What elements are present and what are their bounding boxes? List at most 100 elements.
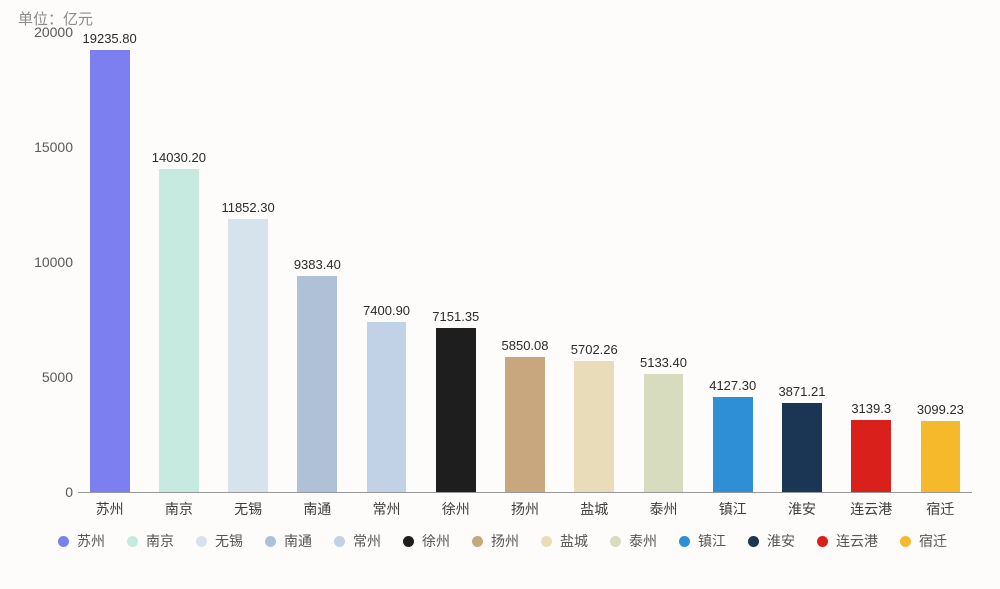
legend-label: 无锡: [215, 531, 243, 551]
bar-rect: [782, 403, 822, 492]
legend: 苏州 南京 无锡 南通 常州 徐州 扬州 盐城 泰州 镇江 淮安 连云港 宿迁: [58, 531, 972, 551]
legend-item: 南京: [127, 531, 174, 551]
legend-label: 镇江: [698, 531, 726, 551]
bars-group: 19235.80 14030.20 11852.30 9383.40 7400.90 71…: [78, 33, 972, 492]
x-category-label: 南京: [151, 499, 206, 519]
legend-label: 南京: [146, 531, 174, 551]
bar-rect: [713, 397, 753, 492]
bar-rect: [159, 169, 199, 492]
legend-dot-icon: [748, 536, 759, 547]
x-category-label: 常州: [359, 499, 414, 519]
y-tick-label: 20000: [18, 24, 73, 40]
legend-label: 常州: [353, 531, 381, 551]
legend-dot-icon: [610, 536, 621, 547]
legend-item: 泰州: [610, 531, 657, 551]
x-category-label: 苏州: [82, 499, 137, 519]
legend-label: 淮安: [767, 531, 795, 551]
bar-column: 14030.20: [151, 150, 206, 492]
bar-rect: [921, 421, 961, 492]
legend-dot-icon: [196, 536, 207, 547]
bar-value-label: 3139.3: [851, 401, 891, 416]
bar-value-label: 7151.35: [432, 309, 479, 324]
legend-label: 连云港: [836, 531, 878, 551]
legend-label: 泰州: [629, 531, 657, 551]
legend-dot-icon: [541, 536, 552, 547]
bar-rect: [90, 50, 130, 492]
bar-column: 11852.30: [220, 200, 275, 492]
y-tick-label: 5000: [18, 369, 73, 385]
bar-value-label: 9383.40: [294, 257, 341, 272]
legend-item: 镇江: [679, 531, 726, 551]
bar-column: 5850.08: [497, 338, 552, 492]
bar-rect: [644, 374, 684, 492]
x-category-label: 镇江: [705, 499, 760, 519]
bar-value-label: 5133.40: [640, 355, 687, 370]
legend-label: 苏州: [77, 531, 105, 551]
legend-dot-icon: [679, 536, 690, 547]
bar-value-label: 3099.23: [917, 402, 964, 417]
bar-rect: [851, 420, 891, 492]
x-category-label: 连云港: [844, 499, 899, 519]
legend-label: 徐州: [422, 531, 450, 551]
bar-column: 3099.23: [913, 402, 968, 492]
legend-item: 南通: [265, 531, 312, 551]
x-category-label: 宿迁: [913, 499, 968, 519]
legend-item: 盐城: [541, 531, 588, 551]
bar-rect: [505, 357, 545, 492]
plot-area: 19235.80 14030.20 11852.30 9383.40 7400.90 71…: [78, 33, 972, 493]
legend-label: 宿迁: [919, 531, 947, 551]
bar-rect: [367, 322, 407, 492]
x-category-label: 南通: [290, 499, 345, 519]
x-category-label: 扬州: [497, 499, 552, 519]
x-category-label: 泰州: [636, 499, 691, 519]
chart-container: 单位：亿元 19235.80 14030.20 11852.30 9383.40 740…: [0, 0, 1000, 589]
bar-value-label: 7400.90: [363, 303, 410, 318]
x-category-label: 盐城: [567, 499, 622, 519]
bar-value-label: 19235.80: [83, 31, 137, 46]
bar-column: 7400.90: [359, 303, 414, 492]
legend-item: 宿迁: [900, 531, 947, 551]
bar-column: 3871.21: [774, 384, 829, 492]
bar-rect: [436, 328, 476, 492]
legend-item: 徐州: [403, 531, 450, 551]
legend-label: 扬州: [491, 531, 519, 551]
legend-dot-icon: [900, 536, 911, 547]
legend-dot-icon: [265, 536, 276, 547]
bar-column: 5133.40: [636, 355, 691, 492]
x-axis-labels: 苏州南京无锡南通常州徐州扬州盐城泰州镇江淮安连云港宿迁: [78, 499, 972, 519]
bar-value-label: 5702.26: [571, 342, 618, 357]
legend-dot-icon: [817, 536, 828, 547]
x-category-label: 徐州: [428, 499, 483, 519]
bar-value-label: 4127.30: [709, 378, 756, 393]
unit-label: 单位：亿元: [18, 8, 982, 29]
bar-value-label: 11852.30: [221, 200, 274, 215]
bar-rect: [574, 361, 614, 492]
bar-value-label: 5850.08: [502, 338, 549, 353]
legend-item: 扬州: [472, 531, 519, 551]
bar-column: 4127.30: [705, 378, 760, 492]
bar-value-label: 3871.21: [778, 384, 825, 399]
bar-rect: [297, 276, 337, 492]
bar-column: 5702.26: [567, 342, 622, 492]
legend-dot-icon: [334, 536, 345, 547]
bar-column: 9383.40: [290, 257, 345, 492]
bar-column: 19235.80: [82, 31, 137, 492]
y-tick-label: 0: [18, 484, 73, 500]
legend-dot-icon: [403, 536, 414, 547]
x-category-label: 淮安: [774, 499, 829, 519]
legend-item: 连云港: [817, 531, 878, 551]
legend-item: 无锡: [196, 531, 243, 551]
y-tick-label: 15000: [18, 139, 73, 155]
legend-dot-icon: [472, 536, 483, 547]
legend-dot-icon: [127, 536, 138, 547]
legend-label: 盐城: [560, 531, 588, 551]
bar-column: 3139.3: [844, 401, 899, 492]
legend-label: 南通: [284, 531, 312, 551]
bar-rect: [228, 219, 268, 492]
bar-value-label: 14030.20: [152, 150, 206, 165]
legend-item: 常州: [334, 531, 381, 551]
legend-dot-icon: [58, 536, 69, 547]
bar-column: 7151.35: [428, 309, 483, 492]
y-tick-label: 10000: [18, 254, 73, 270]
legend-item: 淮安: [748, 531, 795, 551]
